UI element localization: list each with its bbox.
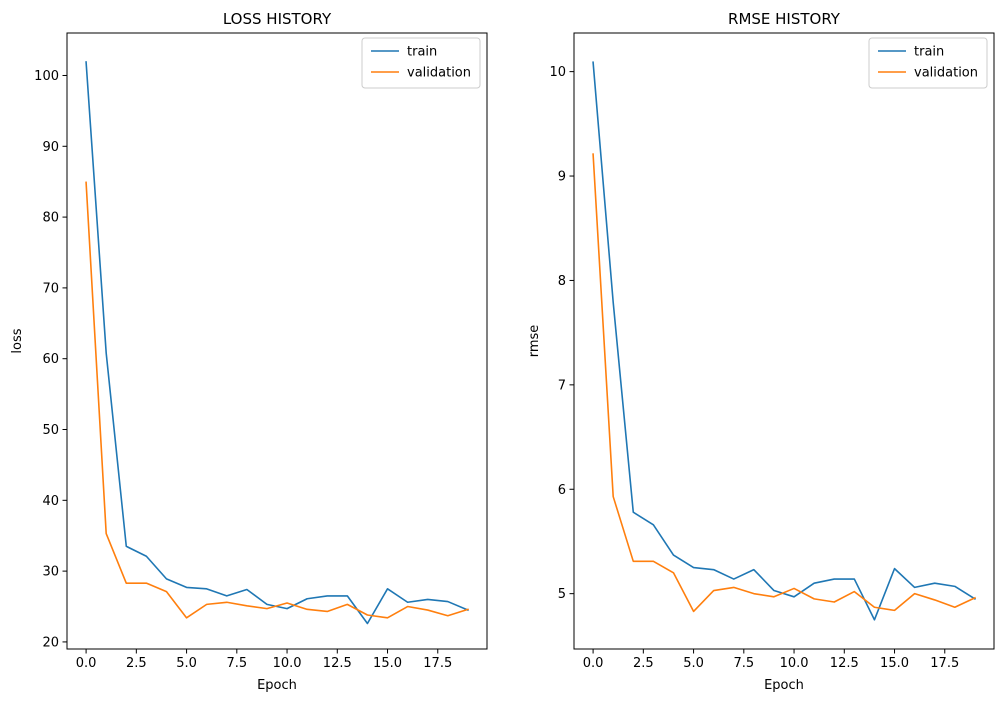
y-tick-label: 7 (558, 378, 566, 393)
y-tick-label: 9 (558, 170, 566, 185)
y-axis-label: loss (10, 328, 25, 353)
x-tick-label: 2.5 (126, 656, 147, 671)
y-tick-label: 90 (42, 140, 59, 155)
y-tick-label: 100 (34, 69, 59, 84)
plot-frame (573, 32, 995, 650)
legend-label-validation: validation (914, 66, 978, 81)
chart-title: RMSE HISTORY (728, 10, 841, 28)
chart-2: RMSE HISTORY 0.0 2.5 5.0 7.5 10.0 12.5 15.0 17.5… (527, 10, 995, 693)
x-tick-label: 12.5 (323, 656, 352, 671)
y-tick-label: 10 (549, 65, 566, 80)
x-axis-label: Epoch (764, 678, 804, 693)
series-line-validation (85, 181, 469, 619)
x-tick-label: 0.0 (76, 656, 97, 671)
legend: train validation (361, 37, 481, 89)
series-line-train (85, 61, 469, 625)
y-tick-label: 40 (42, 494, 59, 509)
plot-frame (66, 32, 488, 650)
legend: train validation (868, 37, 988, 89)
y-tick-label: 5 (558, 587, 566, 602)
y-axis-label: rmse (527, 325, 542, 358)
chart-1: LOSS HISTORY 0.0 2.5 5.0 7.5 10.0 12.5 15.0 17.5… (10, 10, 488, 693)
y-tick-label: 8 (558, 274, 566, 289)
x-axis-label: Epoch (257, 678, 297, 693)
y-tick-label: 60 (42, 352, 59, 367)
y-tick-label: 20 (42, 635, 59, 650)
series-line-train (592, 61, 977, 621)
x-tick-label: 17.5 (423, 656, 452, 671)
x-tick-label: 15.0 (880, 656, 909, 671)
legend-label-train: train (914, 45, 944, 60)
y-tick-label: 30 (42, 565, 59, 580)
series-line-validation (592, 153, 976, 613)
x-tick-label: 17.5 (930, 656, 959, 671)
y-tick-label: 80 (42, 211, 59, 226)
legend-label-train: train (407, 45, 437, 60)
legend-label-validation: validation (407, 66, 471, 81)
x-tick-label: 10.0 (780, 656, 809, 671)
x-tick-label: 7.5 (226, 656, 247, 671)
y-tick-label: 70 (42, 281, 59, 296)
x-tick-label: 2.5 (633, 656, 654, 671)
x-tick-label: 12.5 (830, 656, 859, 671)
chart-title: LOSS HISTORY (223, 10, 332, 28)
y-tick-label: 6 (558, 483, 566, 498)
x-tick-label: 15.0 (373, 656, 402, 671)
y-tick-label: 50 (42, 423, 59, 438)
x-tick-label: 10.0 (273, 656, 302, 671)
x-tick-label: 0.0 (583, 656, 604, 671)
x-tick-label: 5.0 (176, 656, 197, 671)
x-tick-label: 5.0 (683, 656, 704, 671)
x-tick-label: 7.5 (733, 656, 754, 671)
